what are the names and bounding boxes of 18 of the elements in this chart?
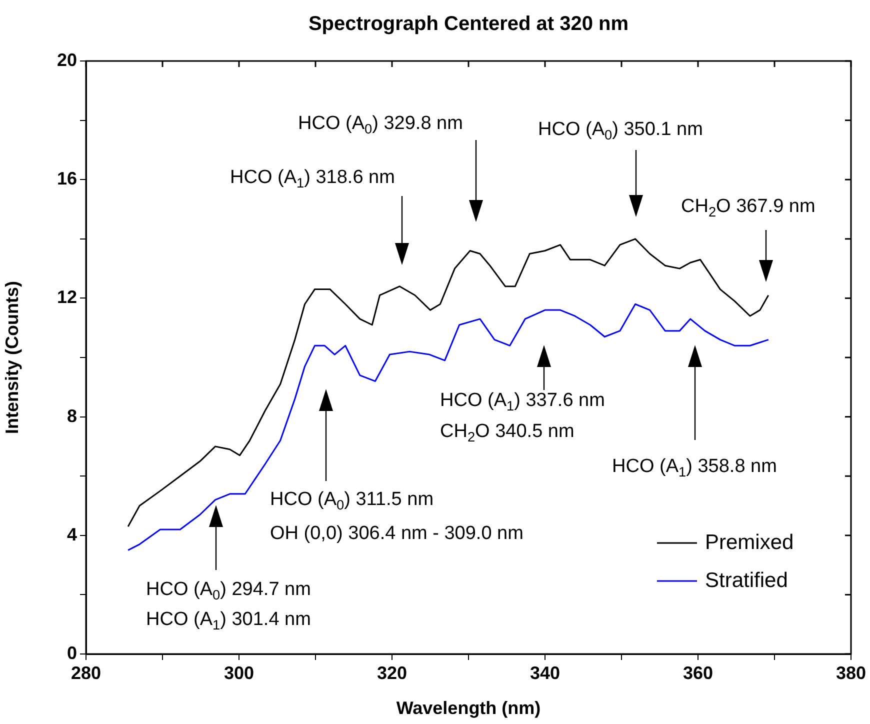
x-tick-label: 280 — [70, 662, 102, 683]
x-tick-label: 380 — [836, 662, 866, 683]
legend-label: Stratified — [705, 568, 788, 592]
y-axis-title: Intensity (Counts) — [2, 281, 22, 434]
x-tick-label: 360 — [682, 662, 714, 683]
x-tick-label: 340 — [530, 662, 560, 683]
chart-title: Spectrograph Centered at 320 nm — [308, 13, 629, 35]
legend-label: Premixed — [705, 530, 794, 554]
y-tick-label: 4 — [66, 524, 77, 544]
x-tick-label: 300 — [224, 662, 254, 683]
x-axis-title: Wavelength (nm) — [396, 698, 541, 718]
y-tick-label: 16 — [56, 168, 77, 189]
annotation: OH (0,0) 306.4 nm - 309.0 nm — [270, 523, 524, 544]
y-tick-label: 12 — [56, 287, 77, 308]
x-tick-label: 320 — [376, 662, 408, 683]
y-tick-label: 0 — [66, 642, 77, 663]
y-tick-label: 8 — [66, 406, 77, 426]
y-tick-label: 20 — [56, 50, 77, 70]
